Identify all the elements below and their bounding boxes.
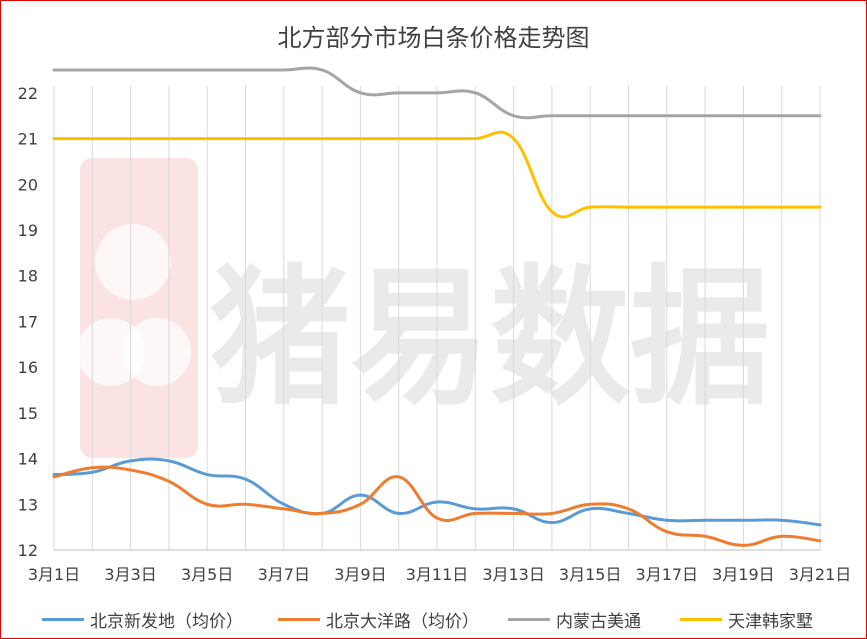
x-tick-label: 3月11日 (406, 565, 469, 584)
y-tick-label: 21 (18, 130, 38, 149)
legend-item: 北京新发地（均价） (42, 606, 243, 632)
x-tick-label: 3月13日 (482, 565, 545, 584)
legend-item: 北京大洋路（均价） (278, 606, 479, 632)
y-tick-label: 20 (18, 175, 38, 194)
legend: 北京新发地（均价） 北京大洋路（均价） 内蒙古美通 天津韩家墅 (0, 606, 867, 632)
y-tick-label: 16 (18, 358, 38, 377)
x-tick-label: 3月9日 (334, 565, 386, 584)
legend-swatch (42, 617, 84, 621)
x-tick-label: 3月17日 (636, 565, 699, 584)
x-tick-label: 3月19日 (712, 565, 775, 584)
series-line-1 (52, 457, 822, 527)
legend-swatch (680, 617, 722, 621)
x-tick-label: 3月15日 (559, 565, 622, 584)
y-tick-label: 12 (18, 541, 38, 560)
series-line-4 (52, 130, 822, 219)
series-line-2 (52, 465, 822, 547)
legend-item: 内蒙古美通 (508, 606, 641, 632)
x-tick-label: 3月3日 (104, 565, 156, 584)
x-tick-label: 3月21日 (789, 565, 852, 584)
x-tick-label: 3月5日 (181, 565, 233, 584)
x-tick-label: 3月1日 (28, 565, 80, 584)
legend-swatch (278, 617, 320, 621)
watermark-logo (77, 158, 198, 458)
watermark-text: 猪易数据 (210, 252, 770, 426)
y-tick-label: 14 (18, 450, 38, 469)
y-tick-label: 15 (18, 404, 38, 423)
y-tick-label: 17 (18, 312, 38, 331)
legend-label: 北京新发地（均价） (90, 611, 243, 632)
y-tick-label: 13 (18, 495, 38, 514)
legend-label: 内蒙古美通 (556, 611, 641, 632)
legend-label: 天津韩家墅 (728, 611, 813, 632)
legend-swatch (508, 617, 550, 621)
legend-label: 北京大洋路（均价） (326, 611, 479, 632)
x-tick-label: 3月7日 (258, 565, 310, 584)
chart-title: 北方部分市场白条价格走势图 (277, 24, 590, 52)
legend-item: 天津韩家墅 (680, 606, 813, 632)
y-tick-label: 19 (18, 221, 38, 240)
y-tick-label: 18 (18, 267, 38, 286)
series-line-3 (52, 66, 822, 120)
y-tick-label: 22 (18, 84, 38, 103)
